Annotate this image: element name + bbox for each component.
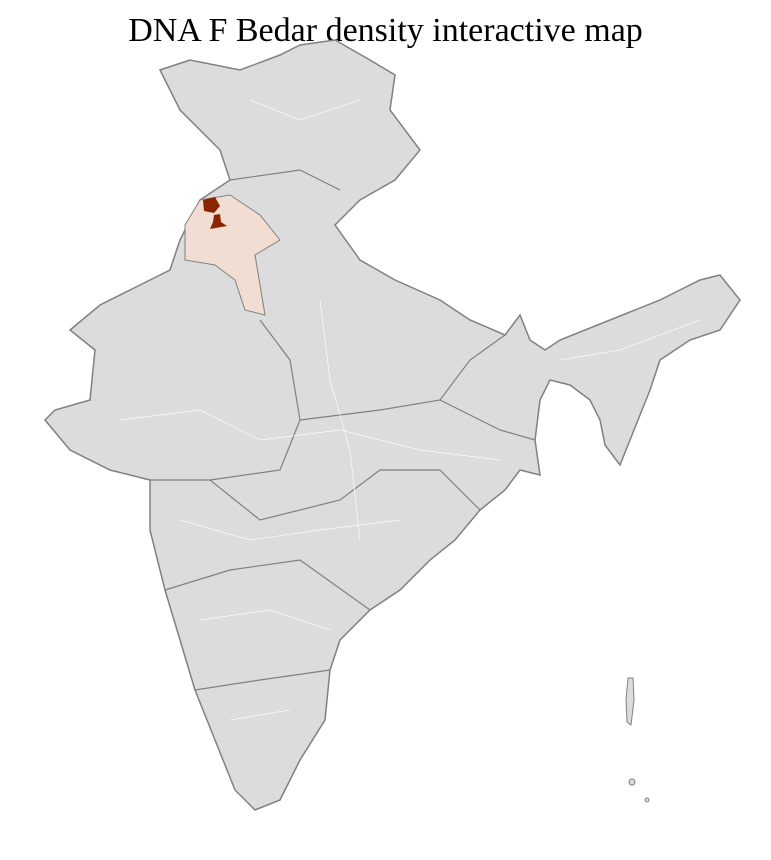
region-punjab-haryana[interactable] <box>184 194 281 316</box>
district-lines <box>119 99 701 721</box>
district-high-density-1[interactable] <box>203 197 220 213</box>
andaman-nicobar-islands[interactable] <box>625 677 650 803</box>
district-high-density-2[interactable] <box>210 214 227 229</box>
map-title: DNA F Bedar density interactive map <box>128 12 643 49</box>
state-borders <box>150 169 536 691</box>
india-outline[interactable] <box>43 39 741 811</box>
